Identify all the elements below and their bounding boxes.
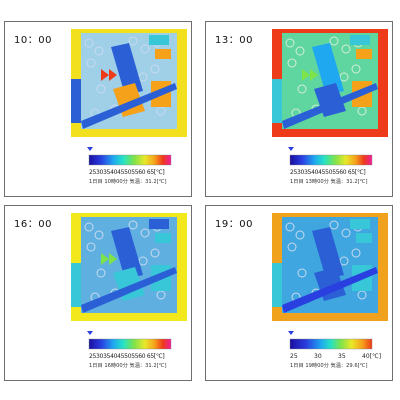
panel-caption: 1日目 10時00分 気温：31.2[℃] bbox=[89, 179, 167, 185]
panel-time-label: 10：00 bbox=[14, 35, 52, 46]
arrow-marker bbox=[101, 253, 109, 265]
scale-gradient bbox=[88, 338, 172, 350]
building bbox=[71, 79, 81, 123]
building bbox=[71, 263, 81, 307]
surface-temperature-map bbox=[272, 213, 388, 321]
panel-time-label: 13：00 bbox=[215, 35, 253, 46]
surface-temperature-map bbox=[71, 29, 187, 137]
scale-gradient bbox=[289, 338, 373, 350]
surface-temperature-map bbox=[71, 213, 187, 321]
scale-tick-labels: 2530354045505560 65[℃] bbox=[89, 169, 165, 176]
color-scale bbox=[284, 145, 384, 189]
panel-caption: 1日目 19時00分 気温：29.6[℃] bbox=[290, 363, 368, 369]
arrow-marker bbox=[310, 69, 318, 81]
scale-tick: 30 bbox=[314, 353, 322, 360]
map-graphic bbox=[272, 213, 388, 321]
building bbox=[111, 227, 143, 279]
building bbox=[149, 219, 169, 229]
panel-1900: 19：00 bbox=[205, 205, 393, 381]
surface-temperature-map bbox=[272, 29, 388, 137]
scale-pointer bbox=[87, 147, 93, 151]
map-graphic bbox=[71, 213, 187, 321]
arrow-marker bbox=[109, 69, 117, 81]
panel-time-label: 19：00 bbox=[215, 219, 253, 230]
panel-1300: 13：00 2530354045 bbox=[205, 21, 393, 197]
scale-pointer bbox=[288, 147, 294, 151]
panel-1000: 10：00 bbox=[4, 21, 192, 197]
scale-tick: 25 bbox=[290, 353, 298, 360]
arrow-marker bbox=[109, 253, 117, 265]
building bbox=[350, 35, 370, 45]
building bbox=[350, 219, 370, 229]
scale-bar bbox=[288, 331, 373, 350]
map-graphic bbox=[71, 29, 187, 137]
road bbox=[81, 267, 177, 313]
panel-caption: 1日目 13時00分 気温：31.2[℃] bbox=[290, 179, 368, 185]
scale-tick-labels: 2530354045505560 65[℃] bbox=[290, 169, 366, 176]
road bbox=[282, 267, 378, 313]
arrow-marker bbox=[101, 69, 109, 81]
building bbox=[155, 49, 171, 59]
scale-bar bbox=[87, 147, 172, 166]
scale-bar bbox=[87, 331, 172, 350]
map-graphic bbox=[272, 29, 388, 137]
scale-pointer bbox=[87, 331, 93, 335]
building bbox=[155, 233, 171, 243]
color-scale bbox=[83, 329, 183, 373]
building bbox=[312, 43, 344, 95]
color-scale bbox=[284, 329, 384, 373]
building bbox=[149, 35, 169, 45]
panel-1600: 16：00 2530354045 bbox=[4, 205, 192, 381]
scale-bar bbox=[288, 147, 373, 166]
scale-tick-labels: 2530354045505560 65[℃] bbox=[89, 353, 165, 360]
building bbox=[356, 49, 372, 59]
scale-pointer bbox=[288, 331, 294, 335]
panel-time-label: 16：00 bbox=[14, 219, 52, 230]
scale-tick-labels: 25 30 35 40[℃] bbox=[290, 353, 381, 360]
road bbox=[282, 83, 378, 129]
building bbox=[312, 227, 344, 279]
scale-tick: 40[℃] bbox=[362, 353, 382, 360]
building bbox=[272, 79, 282, 123]
scale-gradient bbox=[289, 154, 373, 166]
scale-tick: 35 bbox=[338, 353, 346, 360]
road bbox=[81, 83, 177, 129]
scale-gradient bbox=[88, 154, 172, 166]
color-scale bbox=[83, 145, 183, 189]
building bbox=[111, 43, 143, 95]
building bbox=[356, 233, 372, 243]
building bbox=[272, 263, 282, 307]
panel-caption: 1日目 16時00分 気温：31.2[℃] bbox=[89, 363, 167, 369]
arrow-marker bbox=[302, 69, 310, 81]
